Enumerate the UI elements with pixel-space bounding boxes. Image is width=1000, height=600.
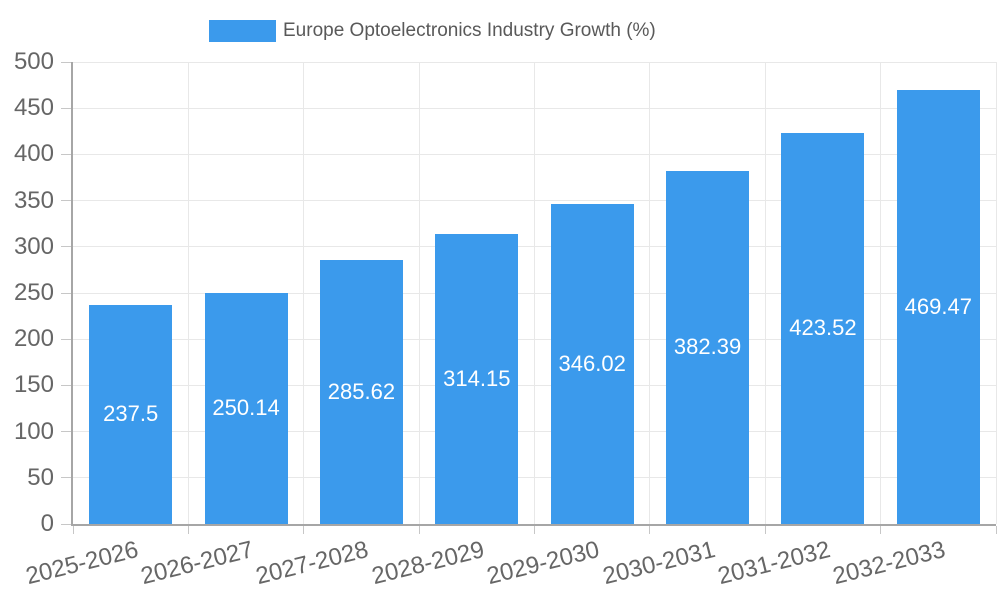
x-tick-label: 2031-2032: [715, 536, 833, 591]
x-gridline: [418, 62, 420, 524]
bar[interactable]: [204, 292, 288, 524]
y-axis-tick: [61, 292, 73, 294]
bar[interactable]: [666, 170, 750, 524]
x-axis-tick: [187, 526, 189, 534]
y-axis-tick: [61, 61, 73, 63]
y-axis-line: [71, 62, 73, 526]
x-tick-label: 2027-2028: [253, 536, 372, 591]
bar[interactable]: [896, 90, 980, 524]
x-gridline: [995, 62, 997, 524]
y-tick-label: 350: [13, 186, 54, 214]
legend-label: Europe Optoelectronics Industry Growth (…: [283, 20, 656, 41]
legend-item[interactable]: Europe Optoelectronics Industry Growth (…: [209, 20, 656, 42]
x-axis-line: [71, 524, 996, 526]
x-axis-tick: [764, 526, 766, 534]
x-gridline: [880, 62, 882, 524]
bar[interactable]: [435, 233, 519, 524]
bar[interactable]: [89, 304, 173, 524]
y-axis-tick: [61, 338, 73, 340]
x-axis-tick: [303, 526, 305, 534]
bar-value-label: 382.39: [673, 334, 742, 360]
x-axis-tick: [995, 526, 997, 534]
y-tick-label: 250: [13, 279, 54, 306]
y-tick-label: 300: [13, 232, 54, 260]
y-axis-tick: [61, 107, 73, 109]
x-gridline: [187, 62, 189, 524]
y-tick-label: 400: [13, 140, 54, 168]
x-tick-label: 2028-2029: [368, 536, 487, 591]
x-gridline: [649, 62, 651, 524]
x-gridline: [534, 62, 535, 524]
bar[interactable]: [550, 204, 634, 524]
y-tick-label: 100: [13, 417, 54, 445]
y-axis-tick: [61, 431, 73, 433]
y-tick-label: 500: [13, 48, 54, 75]
y-tick-label: 200: [13, 325, 54, 353]
y-axis-tick: [61, 523, 73, 525]
x-tick-label: 2032-2033: [830, 536, 949, 591]
legend-swatch: [209, 20, 276, 42]
bar-value-label: 250.14: [212, 395, 280, 421]
bar[interactable]: [781, 132, 865, 524]
x-tick-label: 2029-2030: [484, 536, 603, 591]
y-tick-label: 0: [40, 510, 54, 537]
bar[interactable]: [319, 260, 403, 524]
y-axis-tick: [61, 200, 73, 202]
y-axis-tick: [61, 153, 73, 155]
x-tick-label: 2026-2027: [138, 536, 257, 591]
y-axis-tick: [61, 246, 73, 248]
x-axis-tick: [649, 526, 651, 534]
x-gridline: [764, 62, 766, 524]
y-tick-label: 150: [13, 371, 54, 399]
x-tick-label: 2030-2031: [599, 536, 718, 591]
bar-value-label: 469.47: [904, 294, 972, 320]
x-gridline: [303, 62, 305, 524]
y-tick-label: 50: [27, 463, 54, 491]
x-axis-tick: [880, 526, 882, 534]
bar-value-label: 285.62: [327, 379, 396, 405]
x-axis-tick: [72, 526, 74, 534]
y-gridline: [73, 107, 996, 109]
x-axis-tick: [418, 526, 420, 534]
x-axis-tick: [534, 526, 535, 534]
y-tick-label: 450: [13, 94, 54, 122]
y-axis-tick: [61, 384, 73, 386]
bar-value-label: 237.5: [103, 401, 159, 427]
bar-value-label: 314.15: [443, 365, 511, 391]
y-gridline: [73, 61, 996, 63]
x-tick-label: 2025-2026: [22, 536, 141, 591]
y-axis-tick: [61, 477, 73, 479]
bar-value-label: 346.02: [558, 351, 626, 377]
bar-value-label: 423.52: [789, 315, 857, 341]
